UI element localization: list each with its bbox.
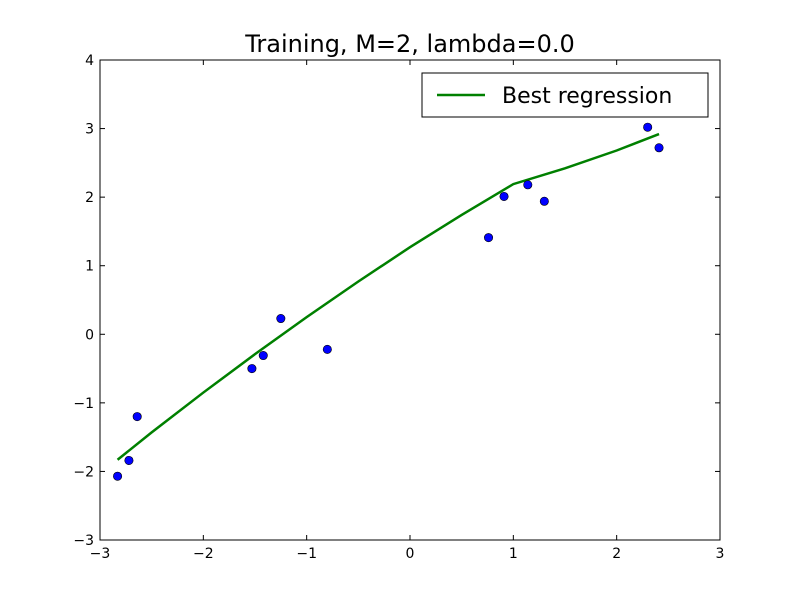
y-tick-label: −3 bbox=[73, 533, 94, 549]
regression-line bbox=[116, 132, 660, 461]
data-point bbox=[322, 344, 332, 354]
x-tick-label: 3 bbox=[716, 546, 725, 562]
y-tick-label: 2 bbox=[85, 190, 94, 206]
x-tick-label: −1 bbox=[296, 546, 317, 562]
data-point bbox=[539, 196, 549, 206]
y-tick-label: 3 bbox=[85, 122, 94, 138]
x-tick-label: 0 bbox=[406, 546, 415, 562]
y-tick-label: −1 bbox=[73, 396, 94, 412]
legend: Best regression bbox=[421, 72, 709, 118]
x-tick-label: 2 bbox=[612, 546, 621, 562]
data-point bbox=[499, 191, 509, 201]
x-tick-label: −2 bbox=[193, 546, 214, 562]
data-point bbox=[484, 233, 494, 243]
legend-label: Best regression bbox=[502, 84, 672, 109]
data-point bbox=[124, 455, 134, 465]
data-point bbox=[654, 143, 664, 153]
chart-title: Training, M=2, lambda=0.0 bbox=[244, 30, 575, 58]
y-tick-label: 0 bbox=[85, 327, 94, 343]
data-point bbox=[276, 314, 286, 324]
data-point bbox=[258, 351, 268, 361]
data-point bbox=[132, 412, 142, 422]
data-point bbox=[523, 180, 533, 190]
plot-area bbox=[113, 122, 664, 481]
x-tick-label: −3 bbox=[90, 546, 111, 562]
y-tick-label: 4 bbox=[85, 53, 94, 69]
data-point bbox=[113, 471, 123, 481]
y-tick-label: −2 bbox=[73, 464, 94, 480]
data-point bbox=[643, 122, 653, 132]
data-point bbox=[247, 364, 257, 374]
y-tick-label: 1 bbox=[85, 259, 94, 275]
axis-ticks: −3 −2 −1 0 1 2 3 −3 −2 −1 0 1 2 3 4 bbox=[73, 53, 724, 562]
x-tick-label: 1 bbox=[509, 546, 518, 562]
